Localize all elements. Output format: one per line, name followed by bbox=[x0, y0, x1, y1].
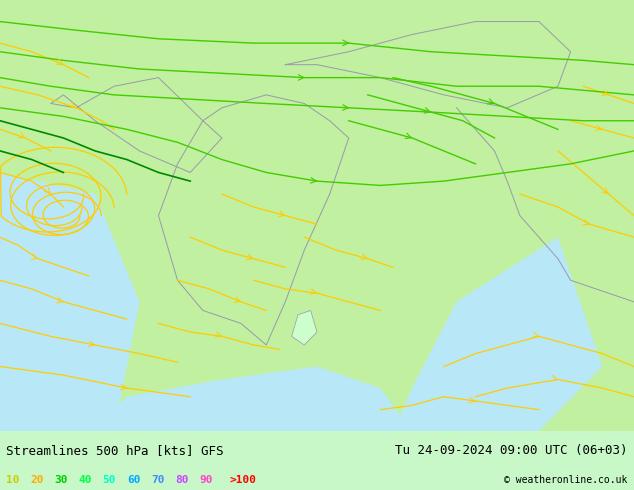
Polygon shape bbox=[95, 367, 412, 431]
Text: Streamlines 500 hPa [kts] GFS: Streamlines 500 hPa [kts] GFS bbox=[6, 444, 224, 457]
Text: >100: >100 bbox=[230, 475, 257, 485]
Text: Tu 24-09-2024 09:00 UTC (06+03): Tu 24-09-2024 09:00 UTC (06+03) bbox=[395, 444, 628, 457]
Text: 60: 60 bbox=[127, 475, 140, 485]
Text: 30: 30 bbox=[55, 475, 68, 485]
Text: 90: 90 bbox=[199, 475, 212, 485]
Text: © weatheronline.co.uk: © weatheronline.co.uk bbox=[504, 475, 628, 485]
Polygon shape bbox=[0, 172, 139, 431]
Text: 50: 50 bbox=[103, 475, 116, 485]
Text: 80: 80 bbox=[175, 475, 188, 485]
Text: 10: 10 bbox=[6, 475, 20, 485]
Polygon shape bbox=[393, 237, 602, 431]
Text: 20: 20 bbox=[30, 475, 44, 485]
Text: 70: 70 bbox=[151, 475, 164, 485]
Polygon shape bbox=[292, 311, 317, 345]
Text: 40: 40 bbox=[79, 475, 92, 485]
